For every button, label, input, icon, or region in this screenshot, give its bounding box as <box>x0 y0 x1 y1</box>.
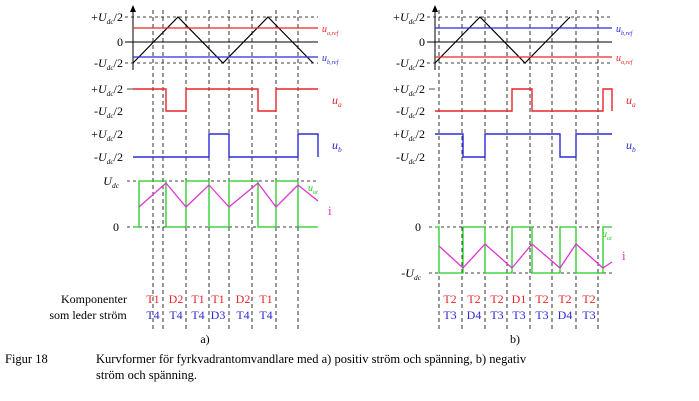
panel-b-ud-level-top: 0 <box>415 220 421 234</box>
panel-b-component-bottom: D4 <box>558 308 573 322</box>
panel-a-component-bottom: D3 <box>211 308 226 322</box>
panel-b-component-top: T2 <box>582 292 595 306</box>
caption-number: Figur 18 <box>5 352 48 366</box>
panel-b-component-top: T2 <box>490 292 503 306</box>
panel-a-carrier-triangle <box>132 16 314 64</box>
panel-a-component-top: D2 <box>236 292 251 306</box>
panel-a-current-name: i <box>328 203 332 218</box>
panel-a-ua-waveform <box>133 88 318 112</box>
panel-b-ub-level-low: -Udc/2 <box>396 150 425 166</box>
panel-b-current-waveform <box>438 243 613 269</box>
panel-b-carrier-label: -Udc/2 <box>396 56 425 72</box>
panel-b-ua-level-low: -Udc/2 <box>396 104 425 120</box>
panel-a-uut-waveform <box>133 180 318 228</box>
panel-b-ua-name: ua <box>626 93 636 109</box>
panel-a-component-bottom: T4 <box>259 308 272 322</box>
panel-b-ref-label-top: ub,ref <box>616 24 634 37</box>
components-label-line1: Komponenter <box>61 292 127 306</box>
panel-a-ref-label-top: ua,ref <box>322 24 340 37</box>
panel-b-component-top: T2 <box>467 292 480 306</box>
panel-b-component-top: T2 <box>558 292 571 306</box>
panel-a-component-top: T1 <box>146 292 159 306</box>
panel-a-ub-level-high: +Udc/2 <box>91 127 123 143</box>
panel-a-component-top: T1 <box>259 292 272 306</box>
panel-b-ud-level-bottom: -Udc <box>401 266 421 282</box>
panel-b-component-bottom: T3 <box>535 308 548 322</box>
panel-b-carrier-triangle <box>434 16 571 64</box>
components-label-line2: som leder ström <box>49 308 127 322</box>
panel-b-component-bottom: T3 <box>582 308 595 322</box>
panel-a-component-bottom: T4 <box>236 308 249 322</box>
panel-b-label: b) <box>510 332 520 346</box>
panel-a-label: a) <box>200 332 209 346</box>
panel-b-ub-level-high: +Udc/2 <box>393 127 425 143</box>
panel-b-component-bottom: T3 <box>443 308 456 322</box>
panel-a-ua-level-high: +Udc/2 <box>91 82 123 98</box>
panel-b: +Udc/2 0 -Udc/2 ub,ref ua,ref +Udc/2 -Udc/2 ua +… <box>393 5 636 346</box>
panel-b-component-bottom: T3 <box>490 308 503 322</box>
panel-a-ref-label-bottom: ub,ref <box>322 53 340 66</box>
panel-b-axis-arrow-icon <box>432 5 438 12</box>
panel-b-ref-label-bottom: ua,ref <box>616 53 634 66</box>
panel-b-ub-waveform <box>435 133 612 158</box>
panel-a-component-top: T1 <box>211 292 224 306</box>
panel-a-ua-level-low: -Udc/2 <box>94 104 123 120</box>
panel-a-component-bottom: T4 <box>169 308 182 322</box>
panel-a-axis-arrow-icon <box>130 5 136 12</box>
panel-b-carrier-label: +Udc/2 <box>393 10 425 26</box>
panel-a-component-bottom: T4 <box>146 308 159 322</box>
panel-a-uut-name: uut <box>308 183 318 196</box>
panel-a-component-bottom: T4 <box>191 308 204 322</box>
panel-a-ub-name: ub <box>332 138 342 154</box>
caption-line1: Kurvformer för fyrkvadrantomvandlare med… <box>96 352 527 366</box>
panel-b-uut-name: uut <box>602 229 612 242</box>
panel-b-ub-name: ub <box>626 138 636 154</box>
components-row-label: Komponenter som leder ström <box>49 292 127 322</box>
panel-b-uut-waveform <box>435 226 612 274</box>
panel-b-ua-level-high: +Udc/2 <box>393 82 425 98</box>
panel-a-ua-name: ua <box>332 93 342 109</box>
panel-a-current-waveform <box>138 182 319 208</box>
panel-b-ua-waveform <box>435 88 613 112</box>
panel-b-component-top: D1 <box>512 292 527 306</box>
panel-a-component-top: T1 <box>191 292 204 306</box>
panel-a: +Udc/2 0 -Udc/2 ua,ref ub,ref +Udc/2 -Udc/2 ua +… <box>91 5 342 346</box>
panel-b-component-top: T2 <box>443 292 456 306</box>
panel-a-ud-level-bottom: 0 <box>113 220 119 234</box>
panel-a-ub-level-low: -Udc/2 <box>94 150 123 166</box>
panel-b-component-bottom: T3 <box>512 308 525 322</box>
panel-a-carrier-label: 0 <box>117 35 123 49</box>
panel-b-component-top: T2 <box>535 292 548 306</box>
caption-line2: ström och spänning. <box>96 368 198 382</box>
panel-a-carrier-label: -Udc/2 <box>94 56 123 72</box>
panel-a-ud-level-top: Udc <box>103 174 119 190</box>
panel-a-component-top: D2 <box>169 292 184 306</box>
panel-b-current-name: i <box>622 248 626 263</box>
panel-a-ub-waveform <box>133 133 319 158</box>
panel-b-carrier-label: 0 <box>419 35 425 49</box>
panel-b-component-bottom: D4 <box>467 308 482 322</box>
panel-a-carrier-label: +Udc/2 <box>91 10 123 26</box>
